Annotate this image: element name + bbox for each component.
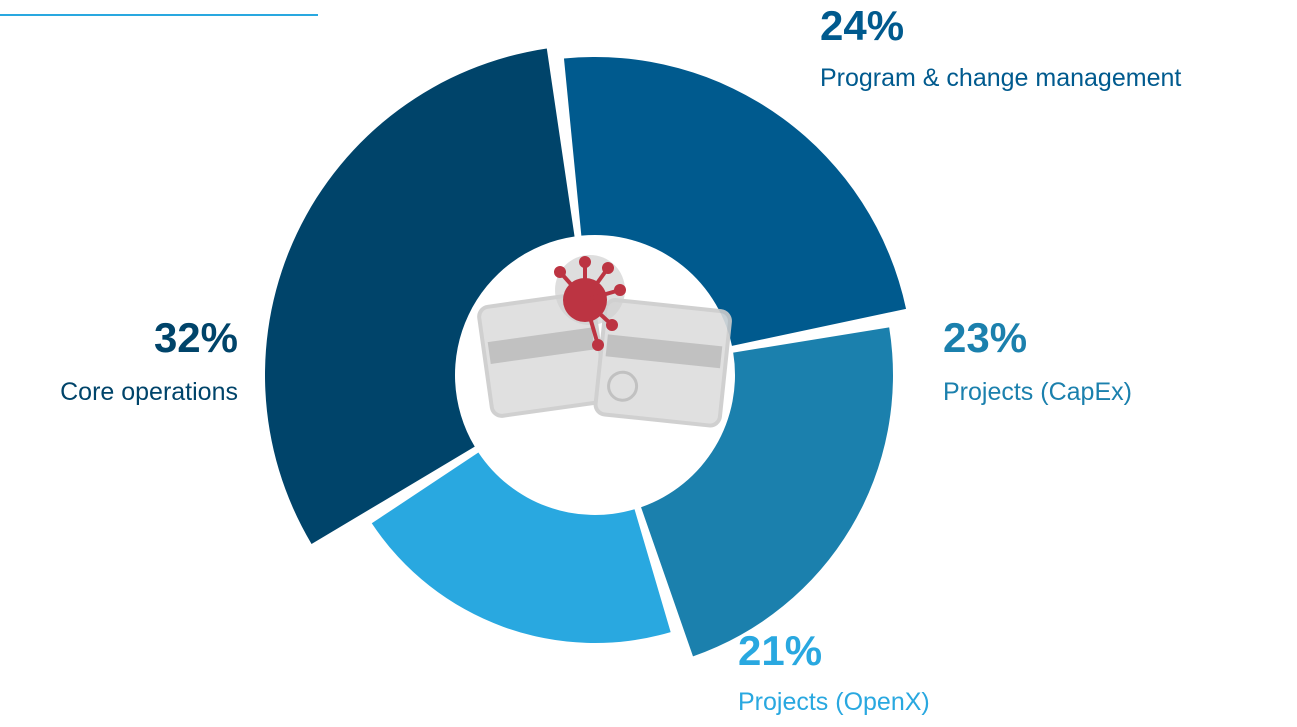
donut-slice — [371, 452, 671, 643]
slices — [265, 48, 907, 657]
value-label: 24% — [820, 2, 904, 49]
value-label: 32% — [154, 314, 238, 361]
center-icon — [477, 255, 732, 428]
value-label: 21% — [738, 627, 822, 674]
category-label: Projects (CapEx) — [943, 378, 1132, 406]
value-label: 23% — [943, 314, 1027, 361]
category-label: Program & change management — [820, 64, 1181, 92]
category-label: Projects (OpenX) — [738, 688, 930, 716]
donut-slice — [265, 48, 575, 544]
donut-slice — [563, 57, 907, 346]
donut-slice — [641, 327, 893, 657]
category-label: Core operations — [60, 378, 238, 406]
